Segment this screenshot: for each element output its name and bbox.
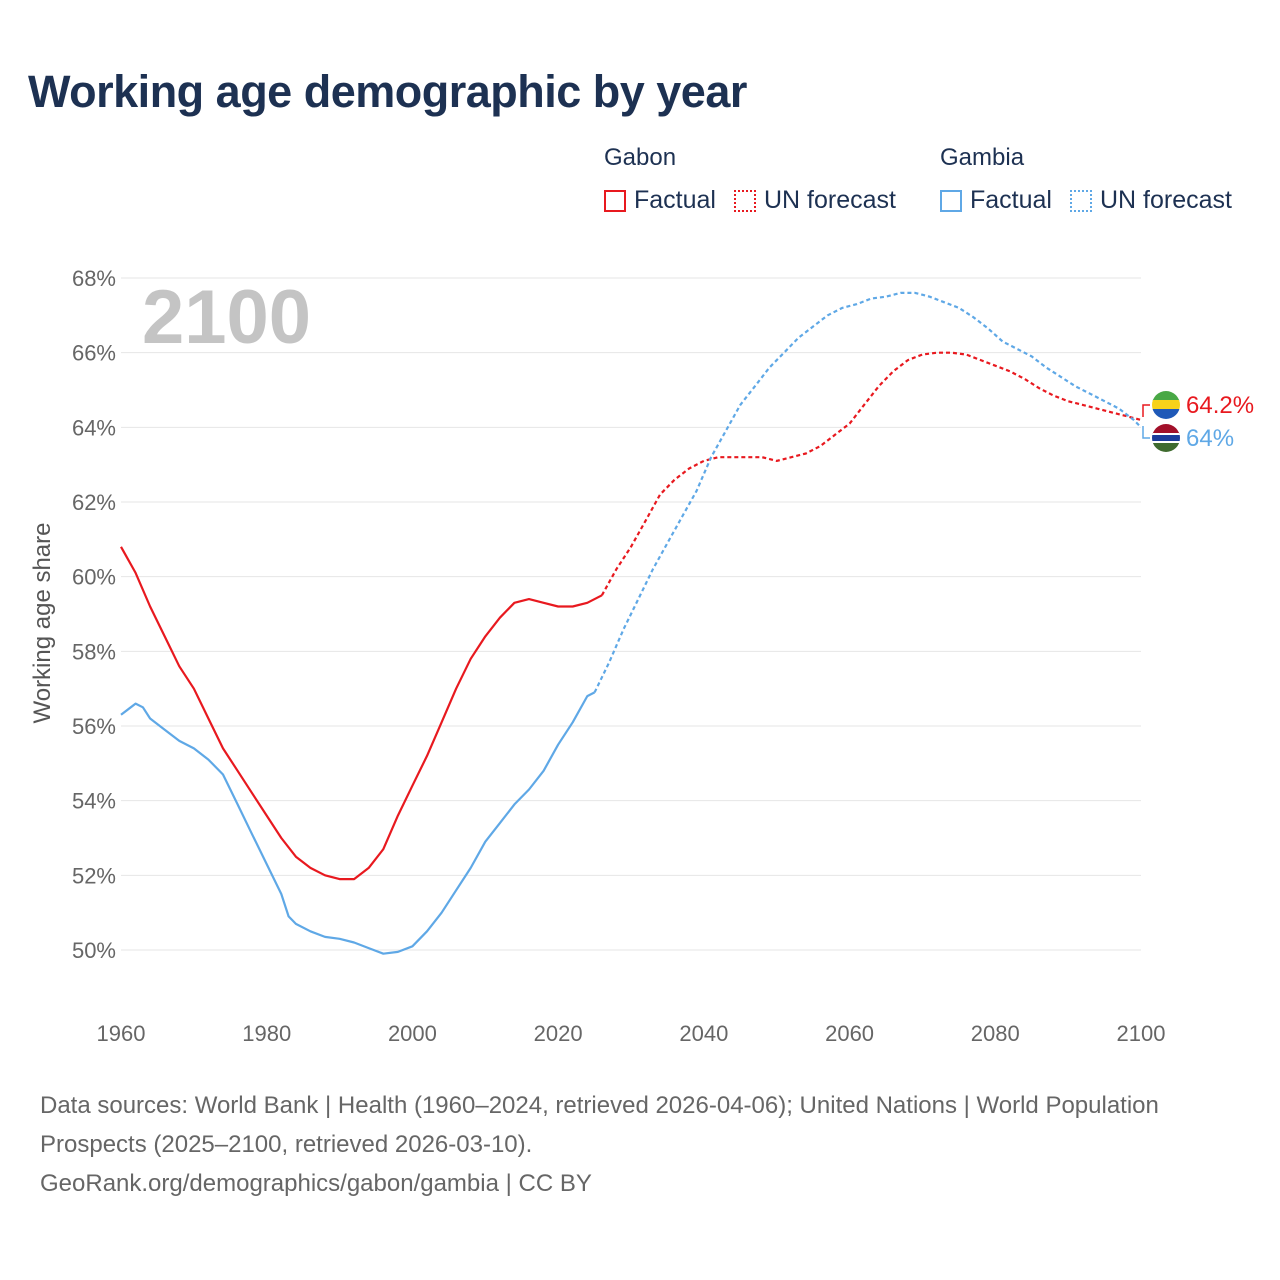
legend-swatch-dotted <box>733 189 756 212</box>
end-connector-gabon <box>1142 404 1150 417</box>
legend-group-gambia: Gambia Factual UN forecast <box>940 144 1250 215</box>
legend-swatch-solid <box>940 189 962 212</box>
series-line-gambia-forecast[interactable] <box>593 291 1142 693</box>
y-tick-label: 58% <box>72 639 116 664</box>
x-tick-label: 2000 <box>388 1021 437 1046</box>
legend-label: UN forecast <box>763 186 896 214</box>
credit-link[interactable]: GeoRank.org/demographics/gabon/gambia | … <box>40 1170 592 1197</box>
y-tick-label: 62% <box>72 490 116 515</box>
y-tick-label: 56% <box>72 714 116 739</box>
y-tick-label: 66% <box>72 341 116 366</box>
end-label-gabon: 64.2% <box>1186 392 1254 419</box>
series-line-gabon-factual[interactable] <box>120 546 603 881</box>
legend-item-gambia-forecast[interactable]: UN forecast <box>1069 186 1232 215</box>
x-tick-label: 2060 <box>825 1021 874 1046</box>
y-tick-label: 68% <box>72 266 116 291</box>
flag-gambia-icon <box>1152 424 1180 452</box>
y-tick-label: 50% <box>72 938 116 963</box>
legend-group-name: Gabon <box>604 144 677 171</box>
footer: Data sources: World Bank | Health (1960–… <box>40 1086 1160 1203</box>
y-axis-label: Working age share <box>29 523 56 724</box>
line-chart: 50% 52% 54% 56% 58% 60% 62% 64% 66% 68% 1960 1980 2… <box>29 266 1254 1046</box>
x-tick-label: 1960 <box>97 1021 146 1046</box>
year-label: 2100 <box>142 275 311 360</box>
x-tick-label: 2080 <box>971 1021 1020 1046</box>
legend-swatch-dotted <box>1069 189 1092 212</box>
x-tick-label: 1980 <box>242 1021 291 1046</box>
flag-gabon-icon <box>1152 391 1180 419</box>
x-tick-label: 2100 <box>1117 1021 1166 1046</box>
x-axis-ticks: 1960 1980 2000 2020 2040 2060 2080 2100 <box>97 1021 1166 1046</box>
data-sources: Data sources: World Bank | Health (1960–… <box>40 1092 1159 1158</box>
gridlines <box>121 277 1141 951</box>
series-line-gambia-factual[interactable] <box>120 691 596 955</box>
legend-item-gambia-factual[interactable]: Factual <box>940 186 1052 215</box>
end-markers: 64.2% 64% <box>1142 391 1254 452</box>
end-label-gambia: 64% <box>1186 425 1234 452</box>
legend-swatch-solid <box>604 189 626 212</box>
legend-group-gabon: Gabon Factual UN forecast <box>604 144 914 215</box>
legend-item-gabon-factual[interactable]: Factual <box>604 186 716 215</box>
legend-label: Factual <box>970 186 1052 214</box>
y-axis-ticks: 50% 52% 54% 56% 58% 60% 62% 64% 66% 68% <box>72 266 116 963</box>
x-tick-label: 2040 <box>679 1021 728 1046</box>
y-tick-label: 54% <box>72 789 116 814</box>
legend-item-gabon-forecast[interactable]: UN forecast <box>733 186 896 215</box>
y-tick-label: 60% <box>72 565 116 590</box>
y-tick-label: 52% <box>72 863 116 888</box>
x-tick-label: 2020 <box>534 1021 583 1046</box>
end-connector-gambia <box>1142 426 1150 439</box>
chart-title: Working age demographic by year <box>28 66 747 117</box>
legend-label: UN forecast <box>1099 186 1232 214</box>
legend-group-name: Gambia <box>940 144 1025 171</box>
series-line-gabon-forecast[interactable] <box>600 351 1142 596</box>
legend-label: Factual <box>634 186 716 214</box>
y-tick-label: 64% <box>72 415 116 440</box>
series-lines <box>120 291 1142 955</box>
